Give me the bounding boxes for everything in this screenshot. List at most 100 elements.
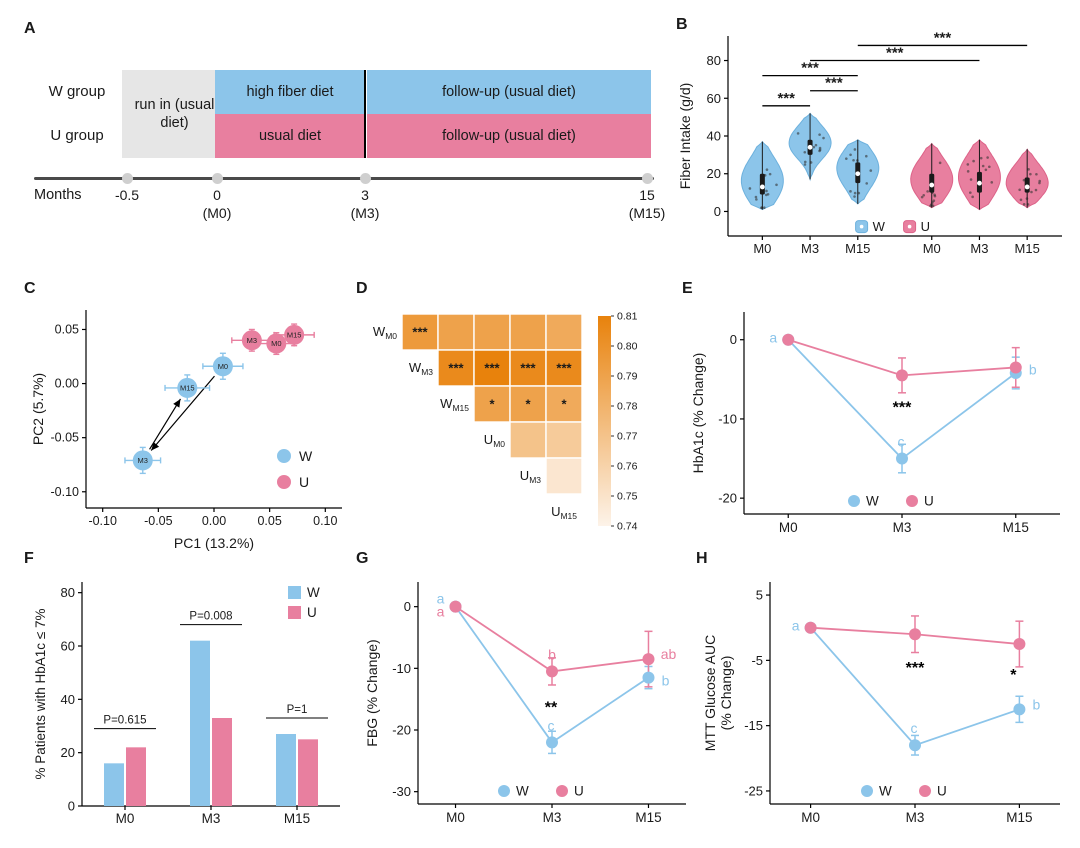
svg-text:**: ** (545, 699, 558, 716)
correlation-heatmap: *** *** *** *** *** * * * WM0 WM3 WM15 UM0 UM3 UM15 0.… (362, 306, 676, 546)
timeline-tick-label: 15 (639, 187, 655, 203)
svg-text:W: W (879, 784, 892, 799)
svg-text:0: 0 (730, 332, 737, 347)
svg-text:b: b (1033, 696, 1041, 712)
svg-text:0.00: 0.00 (202, 514, 226, 528)
panel-e-hba1c: E 0 -10 -20 M0 M3 M15 HbA1c (% Change) a *** c b W U (682, 280, 1078, 560)
svg-text:WM0: WM0 (373, 324, 397, 341)
design-u-phase2-cell: follow-up (usual diet) (367, 114, 651, 158)
svg-text:0.10: 0.10 (313, 514, 337, 528)
svg-text:Fiber Intake (g/d): Fiber Intake (g/d) (677, 83, 693, 190)
design-month3-divider (364, 70, 366, 158)
svg-text:UM0: UM0 (484, 432, 505, 449)
svg-text:-20: -20 (392, 723, 411, 738)
timeline-axis-line (34, 177, 654, 180)
patients-bar-chart: 0 20 40 60 80 M0 M3 M15 % Patients with HbA1c ≤ … (30, 572, 348, 840)
svg-text:M3: M3 (202, 811, 221, 826)
svg-text:M15: M15 (180, 384, 195, 393)
panel-f-patients-bar: F 0 20 40 60 80 M0 M3 M15 % Patients with HbA1c … (24, 550, 354, 846)
svg-text:M0: M0 (218, 362, 228, 371)
timeline-tick-label: -0.5 (114, 187, 140, 203)
timeline-months-label: Months (34, 187, 82, 203)
svg-text:*: * (525, 397, 531, 412)
svg-text:b: b (662, 673, 670, 689)
svg-text:-0.10: -0.10 (88, 514, 117, 528)
fbg-line-chart: 0 -10 -20 -30 M0 M3 M15 FBG (% Change) a a b ** c ab b… (362, 572, 698, 840)
H-svg: 5 -5 -15 -25 M0 M3 M15 MTT Glucose AUC (% Change… (702, 582, 1060, 825)
svg-text:PC1 (13.2%): PC1 (13.2%) (174, 535, 254, 551)
svg-text:M3: M3 (543, 810, 562, 825)
svg-text:***: *** (893, 400, 912, 417)
timeline-tick-label: 3 (361, 187, 369, 203)
design-u-group-label: U group (50, 127, 104, 144)
timeline-dot (121, 173, 133, 184)
design-runin-cell: run in (usual diet) (122, 70, 227, 158)
svg-text:***: *** (520, 361, 536, 376)
panel-b-fiber-intake: B 0 20 40 60 80 Fiber Intake (g/d) M0 M3 M15 M0 M3… (676, 16, 1078, 274)
svg-text:U: U (307, 605, 317, 620)
svg-text:P=0.008: P=0.008 (189, 611, 232, 623)
svg-text:*: * (561, 397, 567, 412)
svg-text:W: W (866, 494, 879, 509)
svg-text:*: * (489, 397, 495, 412)
panel-c-pca: C -0.10 -0.05 0.00 0.05 -0.10 -0.05 0.00 0.05 0.… (24, 280, 354, 560)
hba1c-line-chart: 0 -10 -20 M0 M3 M15 HbA1c (% Change) a *** c b W U (688, 302, 1076, 550)
design-w-group-label: W group (48, 83, 106, 100)
svg-text:(% Change): (% Change) (718, 656, 734, 731)
svg-text:***: *** (906, 660, 925, 677)
svg-text:0.79: 0.79 (617, 371, 638, 383)
timeline-tick-sublabel: (M15) (628, 205, 666, 221)
svg-text:-10: -10 (718, 411, 737, 426)
panel-label-a: A (24, 20, 36, 37)
svg-text:***: *** (412, 325, 428, 340)
svg-text:c: c (898, 434, 905, 450)
svg-text:0.75: 0.75 (617, 491, 638, 503)
svg-text:0.80: 0.80 (617, 341, 638, 353)
svg-text:0.05: 0.05 (257, 514, 281, 528)
svg-text:b: b (1029, 361, 1037, 377)
svg-text:0.78: 0.78 (617, 401, 638, 413)
svg-text:0: 0 (68, 799, 75, 814)
panel-label-b: B (676, 16, 688, 33)
svg-text:-15: -15 (744, 718, 763, 733)
svg-text:U: U (299, 474, 309, 490)
svg-text:***: *** (484, 361, 500, 376)
panel-h-mtt-glucose-auc: H 5 -5 -15 -25 M0 M3 M15 MTT Glucose AUC (% Chan… (696, 550, 1078, 846)
svg-text:0.00: 0.00 (55, 377, 79, 391)
svg-text:***: *** (777, 90, 795, 107)
svg-text:***: *** (448, 361, 464, 376)
svg-text:U: U (574, 784, 584, 799)
svg-text:M15: M15 (1003, 520, 1029, 535)
svg-text:*: * (1010, 667, 1017, 684)
svg-text:b: b (548, 646, 556, 662)
svg-text:M3: M3 (247, 336, 257, 345)
svg-text:WM15: WM15 (440, 396, 469, 413)
panel-d-correlation-heatmap: D *** *** *** *** *** * * * WM0 WM3 WM15 UM0 UM3 UM15… (356, 280, 680, 560)
svg-text:c: c (548, 717, 555, 733)
svg-text:-0.05: -0.05 (51, 431, 80, 445)
svg-text:M0: M0 (271, 339, 281, 348)
svg-text:-30: -30 (392, 784, 411, 799)
svg-text:FBG (% Change): FBG (% Change) (364, 639, 380, 746)
timeline-dot (641, 173, 653, 184)
svg-text:W: W (516, 784, 529, 799)
timeline-dot (211, 173, 223, 184)
svg-text:M3: M3 (970, 241, 988, 256)
svg-text:M0: M0 (116, 811, 135, 826)
timeline-tick-sublabel: (M3) (350, 205, 380, 221)
svg-text:***: *** (556, 361, 572, 376)
fiber-intake-violin-chart: 0 20 40 60 80 Fiber Intake (g/d) M0 M3 M15 M0 M3 M1… (676, 30, 1068, 270)
svg-text:PC2 (5.7%): PC2 (5.7%) (30, 373, 46, 445)
svg-text:M15: M15 (284, 811, 310, 826)
svg-text:0.77: 0.77 (617, 431, 638, 443)
svg-text:M0: M0 (753, 241, 771, 256)
svg-text:a: a (437, 604, 445, 620)
svg-text:5: 5 (756, 588, 763, 603)
design-w-phase1-cell: high fiber diet (215, 70, 365, 114)
svg-text:M15: M15 (287, 331, 302, 340)
svg-text:0: 0 (404, 599, 411, 614)
svg-text:***: *** (886, 45, 904, 62)
svg-text:M3: M3 (893, 520, 912, 535)
